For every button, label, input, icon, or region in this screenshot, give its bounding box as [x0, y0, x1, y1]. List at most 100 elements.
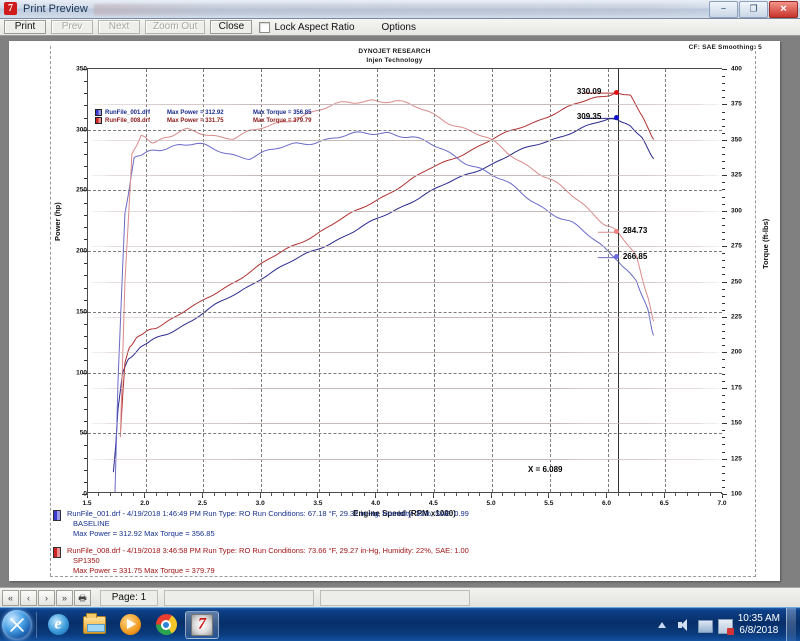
- torque-tick-mark: [722, 217, 725, 219]
- rpm-minor-tick: [432, 493, 434, 496]
- power-axis-label: Power (hp): [53, 202, 62, 241]
- rpm-minor-tick: [709, 493, 711, 496]
- torque-tick-mark: [722, 288, 725, 290]
- power-tick-label: 200: [76, 247, 87, 255]
- action-center-icon[interactable]: [717, 617, 734, 635]
- chrome-icon[interactable]: [149, 611, 183, 639]
- gridline-vertical: [607, 69, 609, 492]
- chart-title: DYNOJET RESEARCH: [358, 48, 431, 55]
- rpm-minor-tick: [594, 493, 596, 496]
- taskbar-divider: [36, 611, 37, 638]
- power-tick-mark: [84, 445, 87, 447]
- legend-max-torque: Max Torque = 379.79: [253, 117, 312, 124]
- print-button[interactable]: Print: [4, 20, 46, 34]
- lock-aspect-ratio-checkbox[interactable]: Lock Aspect Ratio: [259, 21, 355, 33]
- preview-area[interactable]: CF: SAE Smoothing: 5 DYNOJET RESEARCH In…: [0, 36, 800, 587]
- minimize-button[interactable]: −: [709, 0, 738, 18]
- gridline-horizontal-torque: [88, 281, 722, 283]
- rpm-minor-tick: [490, 493, 492, 496]
- rpm-minor-tick: [201, 493, 203, 496]
- maximize-icon: ❐: [749, 3, 758, 14]
- torque-tick-mark: [722, 359, 725, 361]
- power-tick-mark: [84, 384, 87, 386]
- last-page-button[interactable]: »: [56, 589, 73, 606]
- marker-torque-blue: [614, 254, 620, 260]
- torque-tick-label: 175: [731, 384, 742, 392]
- legend-max-power: Max Power = 312.92: [167, 109, 224, 116]
- rpm-minor-tick: [328, 493, 330, 496]
- torque-tick-mark: [722, 324, 725, 325]
- clock[interactable]: 10:35 AM 6/8/2018: [738, 613, 786, 637]
- rpm-minor-tick: [167, 493, 169, 496]
- rpm-tick-label: 6.5: [659, 500, 669, 507]
- rpm-minor-tick: [144, 493, 146, 496]
- gridline-horizontal-torque: [88, 423, 722, 425]
- volume-icon[interactable]: [677, 617, 693, 632]
- rpm-minor-tick: [652, 493, 654, 496]
- rpm-tick-label: 6.0: [602, 500, 612, 507]
- torque-tick-mark: [722, 231, 725, 233]
- media-player-icon[interactable]: [113, 611, 147, 639]
- options-button[interactable]: Options: [381, 21, 416, 33]
- power-tick-mark: [84, 226, 87, 228]
- power-tick-mark: [82, 129, 87, 131]
- close-button[interactable]: ✕: [769, 0, 798, 18]
- torque-tick-mark: [722, 182, 725, 184]
- show-desktop-button[interactable]: [786, 608, 796, 641]
- torque-tick-mark: [722, 69, 727, 70]
- clock-date: 6/8/2018: [739, 624, 779, 636]
- torque-tick-mark: [722, 494, 727, 495]
- print-icon[interactable]: 🖶: [74, 589, 91, 606]
- plot-area[interactable]: [87, 68, 722, 493]
- torque-tick-label: 225: [731, 313, 742, 321]
- power-tick-mark: [84, 396, 87, 398]
- curve-torque-run008: [119, 99, 655, 438]
- internet-explorer-icon[interactable]: [41, 611, 75, 639]
- gridline-horizontal-torque: [88, 352, 722, 354]
- close-icon: ✕: [779, 3, 788, 14]
- close-preview-button[interactable]: Close: [210, 20, 253, 34]
- zoom-out-button: Zoom Out: [145, 20, 206, 34]
- power-tick-mark: [84, 202, 87, 204]
- rpm-minor-tick: [352, 493, 354, 496]
- run-detail-line-2: SP1350: [73, 556, 100, 565]
- rpm-minor-tick: [479, 493, 481, 496]
- network-icon[interactable]: [697, 617, 713, 633]
- maximize-button[interactable]: ❐: [739, 0, 768, 18]
- rpm-minor-tick: [571, 493, 573, 496]
- torque-tick-mark: [722, 331, 725, 333]
- power-tick-mark: [84, 299, 87, 301]
- rpm-minor-tick: [617, 493, 619, 496]
- torque-tick-mark: [722, 423, 727, 425]
- prev-page-button[interactable]: ‹: [20, 589, 37, 606]
- start-orb-icon[interactable]: [2, 609, 32, 640]
- dynojet-taskbar-icon[interactable]: [185, 610, 219, 639]
- torque-tick-label: 375: [731, 100, 742, 108]
- torque-tick-mark: [722, 161, 725, 163]
- power-tick-mark: [84, 360, 87, 362]
- power-tick-label: 100: [76, 369, 87, 377]
- legend-color-swatch: [95, 117, 102, 124]
- legend-run-file: RunFile_008.drf: [105, 117, 151, 124]
- rpm-minor-tick: [513, 493, 515, 496]
- first-page-button[interactable]: «: [2, 589, 19, 606]
- gridline-horizontal: [88, 251, 722, 253]
- gridline-vertical: [376, 69, 378, 492]
- correction-factor-text: CF: SAE Smoothing: 5: [688, 44, 762, 51]
- rpm-minor-tick: [271, 493, 273, 496]
- rpm-minor-tick: [559, 493, 561, 496]
- checkbox-box[interactable]: [259, 21, 271, 33]
- show-hidden-icons-icon[interactable]: [657, 617, 673, 632]
- rpm-minor-tick: [663, 493, 665, 496]
- torque-tick-mark: [722, 111, 725, 113]
- torque-tick-mark: [722, 210, 727, 212]
- torque-tick-label: 350: [731, 136, 742, 144]
- torque-tick-mark: [722, 90, 725, 92]
- windows-explorer-icon[interactable]: [77, 611, 111, 639]
- torque-tick-label: 200: [731, 348, 742, 356]
- power-tick-mark: [84, 239, 87, 240]
- rpm-minor-tick: [363, 493, 365, 496]
- window-title: Print Preview: [23, 3, 88, 15]
- cursor-line[interactable]: [617, 69, 619, 492]
- next-page-button[interactable]: ›: [38, 589, 55, 606]
